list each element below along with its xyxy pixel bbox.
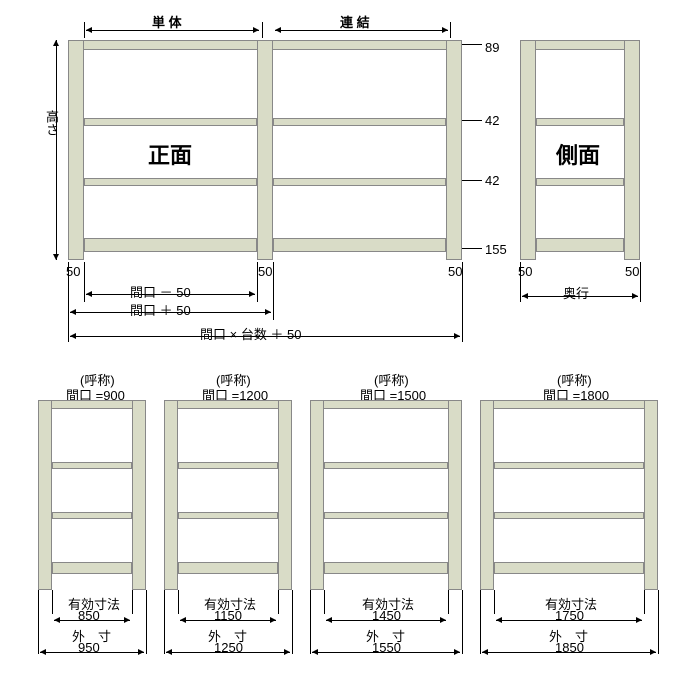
gai-val: 1250 <box>214 640 243 655</box>
gai-val: 1550 <box>372 640 401 655</box>
dim-89: 89 <box>485 40 499 55</box>
p50e: 50 <box>625 264 639 279</box>
takasa-label: 高さ <box>42 110 61 136</box>
f1: 間口 － 50 <box>130 282 191 301</box>
bottom-row: (呼称) 間口 =900 有効寸法 850 外 寸 950 (呼称) 間口 =1… <box>38 370 658 670</box>
tantai-label: 単 体 <box>152 12 182 31</box>
f3: 間口 × 台数 ＋ 50 <box>200 324 302 343</box>
f2: 間口 ＋ 50 <box>130 300 191 319</box>
gai-val: 1850 <box>555 640 584 655</box>
front-label: 正面 <box>148 138 192 170</box>
shelf-unit-0: (呼称) 間口 =900 有効寸法 850 外 寸 950 <box>38 370 166 670</box>
yuko-val: 1150 <box>214 608 242 623</box>
p50c: 50 <box>448 264 462 279</box>
dim-155: 155 <box>485 242 507 257</box>
side-label: 側面 <box>556 138 600 170</box>
yuko-val: 1750 <box>555 608 584 623</box>
side-shelf: 側面 <box>520 40 640 260</box>
p50b: 50 <box>258 264 272 279</box>
dim-42b: 42 <box>485 173 499 188</box>
renketsu-label: 連 結 <box>340 12 370 31</box>
okuyuki-label: 奥行 <box>563 283 589 302</box>
shelf-unit-1: (呼称) 間口 =1200 有効寸法 1150 外 寸 1250 <box>164 370 312 670</box>
dim-42a: 42 <box>485 113 499 128</box>
yuko-val: 850 <box>78 608 100 623</box>
shelf-unit-3: (呼称) 間口 =1800 有効寸法 1750 外 寸 1850 <box>480 370 678 670</box>
gai-val: 950 <box>78 640 100 655</box>
shelf-unit-2: (呼称) 間口 =1500 有効寸法 1450 外 寸 1550 <box>310 370 482 670</box>
yuko-val: 1450 <box>372 608 401 623</box>
front-shelf: 正面 <box>68 40 462 260</box>
